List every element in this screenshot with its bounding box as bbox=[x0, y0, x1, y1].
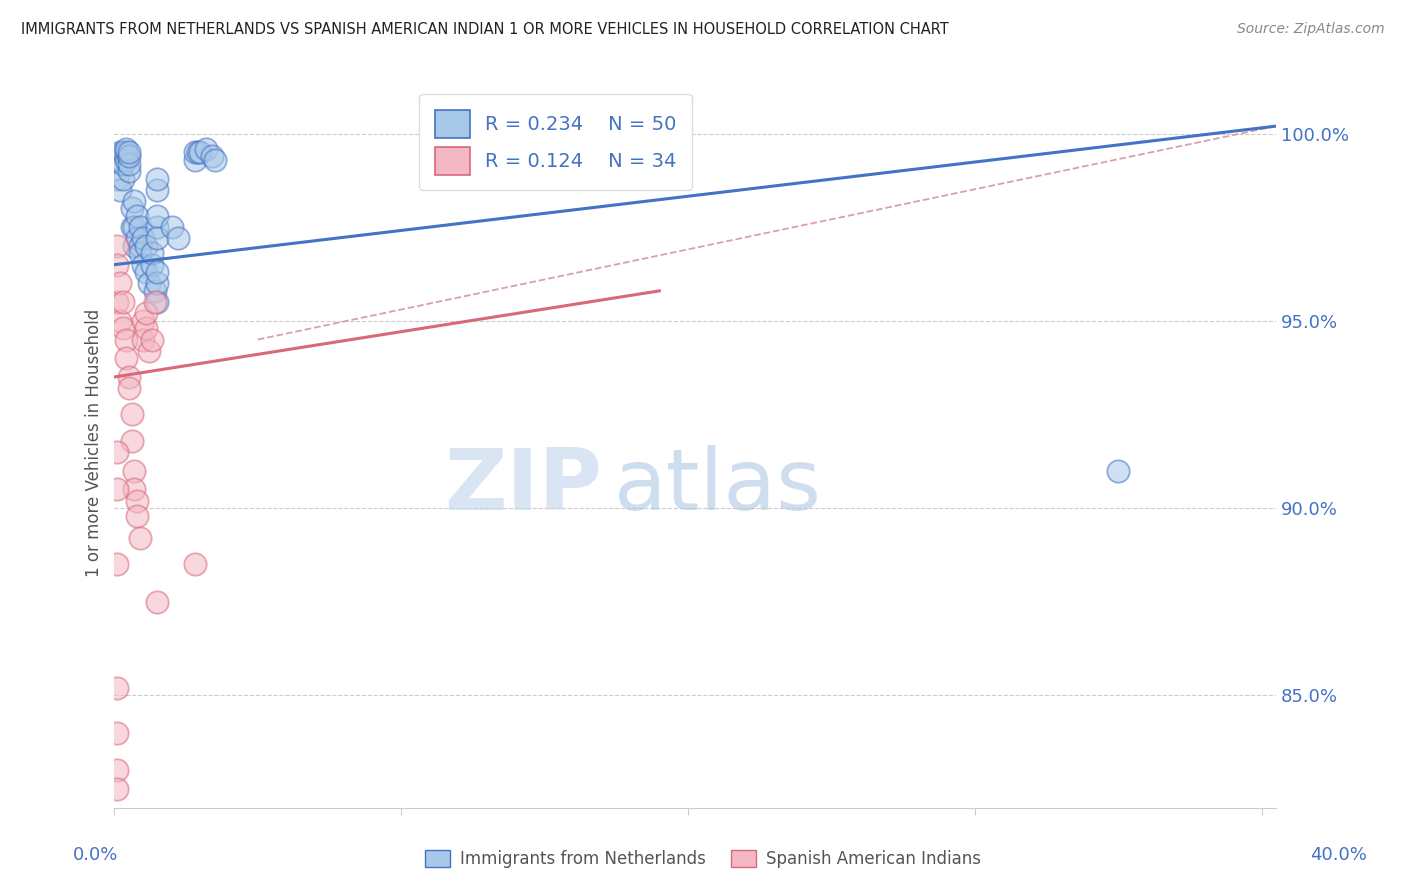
Legend: Immigrants from Netherlands, Spanish American Indians: Immigrants from Netherlands, Spanish Ame… bbox=[419, 843, 987, 875]
Text: ZIP: ZIP bbox=[444, 445, 602, 528]
Point bbox=[146, 231, 169, 245]
Text: 40.0%: 40.0% bbox=[1310, 846, 1367, 863]
Point bbox=[1107, 464, 1129, 478]
Point bbox=[121, 220, 143, 235]
Point bbox=[146, 171, 169, 186]
Point bbox=[201, 149, 224, 163]
Point bbox=[124, 483, 146, 497]
Point bbox=[115, 351, 138, 366]
Point bbox=[146, 595, 169, 609]
Point bbox=[121, 434, 143, 448]
Point bbox=[108, 183, 131, 197]
Point bbox=[138, 343, 160, 358]
Point bbox=[124, 220, 146, 235]
Point bbox=[129, 220, 152, 235]
Text: Source: ZipAtlas.com: Source: ZipAtlas.com bbox=[1237, 22, 1385, 37]
Point bbox=[118, 145, 141, 160]
Text: atlas: atlas bbox=[614, 445, 823, 528]
Point bbox=[105, 781, 128, 796]
Point bbox=[105, 239, 128, 253]
Point bbox=[118, 156, 141, 170]
Point bbox=[129, 239, 152, 253]
Point bbox=[129, 246, 152, 260]
Point bbox=[132, 314, 155, 328]
Point bbox=[138, 277, 160, 291]
Point bbox=[132, 333, 155, 347]
Point bbox=[105, 725, 128, 739]
Point bbox=[183, 558, 205, 572]
Point bbox=[146, 265, 169, 279]
Point bbox=[187, 145, 209, 160]
Point bbox=[108, 145, 131, 160]
Point bbox=[105, 258, 128, 272]
Point bbox=[146, 220, 169, 235]
Point bbox=[111, 171, 134, 186]
Point bbox=[195, 142, 218, 156]
Legend: R = 0.234    N = 50, R = 0.124    N = 34: R = 0.234 N = 50, R = 0.124 N = 34 bbox=[419, 95, 692, 190]
Point bbox=[121, 202, 143, 216]
Y-axis label: 1 or more Vehicles in Household: 1 or more Vehicles in Household bbox=[86, 309, 103, 576]
Point bbox=[105, 445, 128, 459]
Point bbox=[111, 295, 134, 310]
Point bbox=[111, 321, 134, 335]
Point bbox=[204, 153, 226, 167]
Point bbox=[111, 145, 134, 160]
Point bbox=[141, 246, 163, 260]
Point bbox=[166, 231, 188, 245]
Point bbox=[146, 277, 169, 291]
Point bbox=[108, 314, 131, 328]
Point bbox=[121, 408, 143, 422]
Point bbox=[127, 508, 149, 523]
Point bbox=[160, 220, 183, 235]
Point bbox=[108, 277, 131, 291]
Point bbox=[127, 493, 149, 508]
Point bbox=[127, 231, 149, 245]
Point bbox=[135, 265, 157, 279]
Point bbox=[146, 209, 169, 223]
Point bbox=[124, 464, 146, 478]
Point bbox=[146, 183, 169, 197]
Point bbox=[124, 239, 146, 253]
Text: IMMIGRANTS FROM NETHERLANDS VS SPANISH AMERICAN INDIAN 1 OR MORE VEHICLES IN HOU: IMMIGRANTS FROM NETHERLANDS VS SPANISH A… bbox=[21, 22, 949, 37]
Point bbox=[105, 295, 128, 310]
Text: 0.0%: 0.0% bbox=[73, 846, 118, 863]
Point bbox=[115, 145, 138, 160]
Point bbox=[135, 321, 157, 335]
Point bbox=[135, 239, 157, 253]
Point bbox=[146, 295, 169, 310]
Point bbox=[105, 681, 128, 695]
Point bbox=[118, 164, 141, 178]
Point bbox=[105, 153, 128, 167]
Point bbox=[141, 333, 163, 347]
Point bbox=[143, 284, 166, 298]
Point bbox=[105, 483, 128, 497]
Point bbox=[105, 558, 128, 572]
Point bbox=[190, 145, 212, 160]
Point bbox=[115, 153, 138, 167]
Point bbox=[115, 333, 138, 347]
Point bbox=[124, 194, 146, 208]
Point bbox=[115, 142, 138, 156]
Point bbox=[129, 531, 152, 545]
Point bbox=[111, 156, 134, 170]
Point bbox=[105, 763, 128, 777]
Point bbox=[143, 295, 166, 310]
Point bbox=[183, 153, 205, 167]
Point bbox=[118, 381, 141, 395]
Point bbox=[105, 171, 128, 186]
Point bbox=[132, 231, 155, 245]
Point bbox=[141, 258, 163, 272]
Point bbox=[127, 209, 149, 223]
Point bbox=[118, 370, 141, 384]
Point bbox=[183, 145, 205, 160]
Point bbox=[118, 149, 141, 163]
Point bbox=[135, 306, 157, 320]
Point bbox=[132, 258, 155, 272]
